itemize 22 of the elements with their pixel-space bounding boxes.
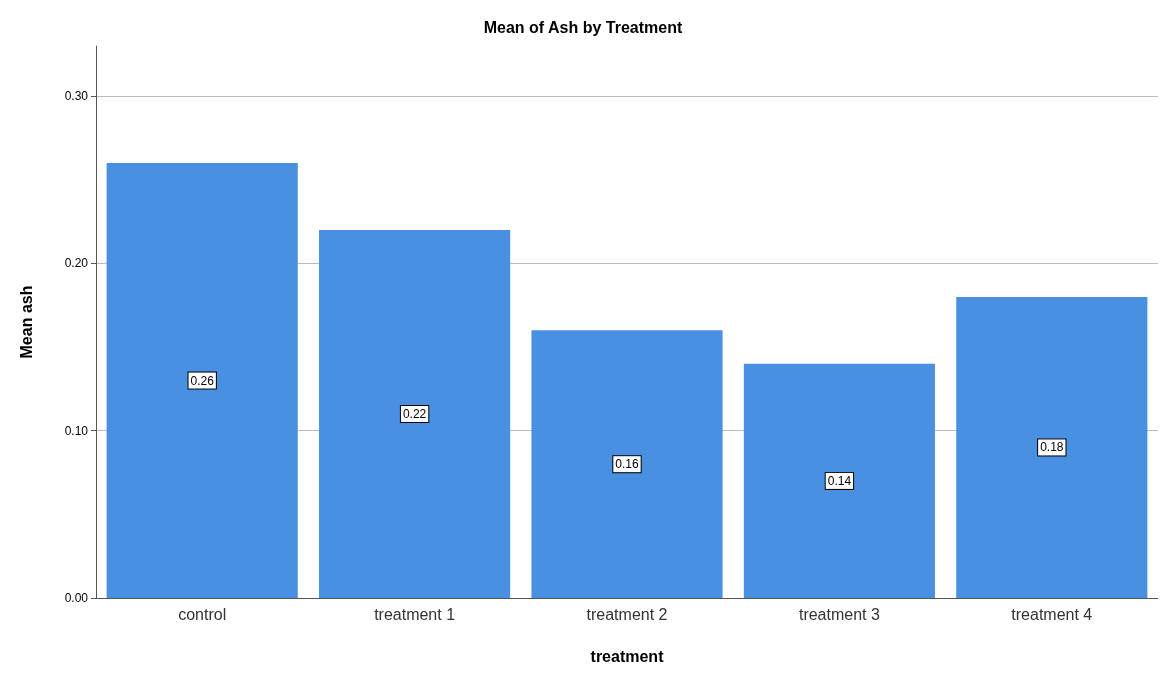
- data-label: 0.26: [190, 373, 215, 388]
- y-tick-label: 0.00: [64, 591, 89, 605]
- data-label: 0.16: [615, 457, 639, 472]
- data-label: 0.22: [402, 407, 427, 421]
- x-tick-label: treatment 4: [1011, 605, 1093, 623]
- y-tick-label: 0.20: [64, 256, 89, 271]
- bar: [531, 330, 723, 598]
- y-tick-label: 0.30: [64, 89, 89, 104]
- bar: [319, 230, 511, 598]
- bar: [956, 296, 1148, 598]
- y-axis-title: Mean ash: [17, 285, 35, 359]
- x-tick-label: treatment 1: [374, 605, 456, 623]
- bar: [743, 363, 935, 598]
- x-axis-title: treatment: [590, 647, 665, 665]
- y-tick-label: 0.10: [64, 423, 89, 438]
- x-tick-label: control: [178, 605, 227, 623]
- x-tick-label: treatment 3: [798, 605, 880, 623]
- bar: [106, 163, 298, 598]
- data-label: 0.14: [827, 473, 852, 488]
- x-tick-label: treatment 2: [586, 605, 668, 623]
- chart-title: Mean of Ash by Treatment: [483, 18, 683, 36]
- data-label: 0.18: [1040, 440, 1064, 455]
